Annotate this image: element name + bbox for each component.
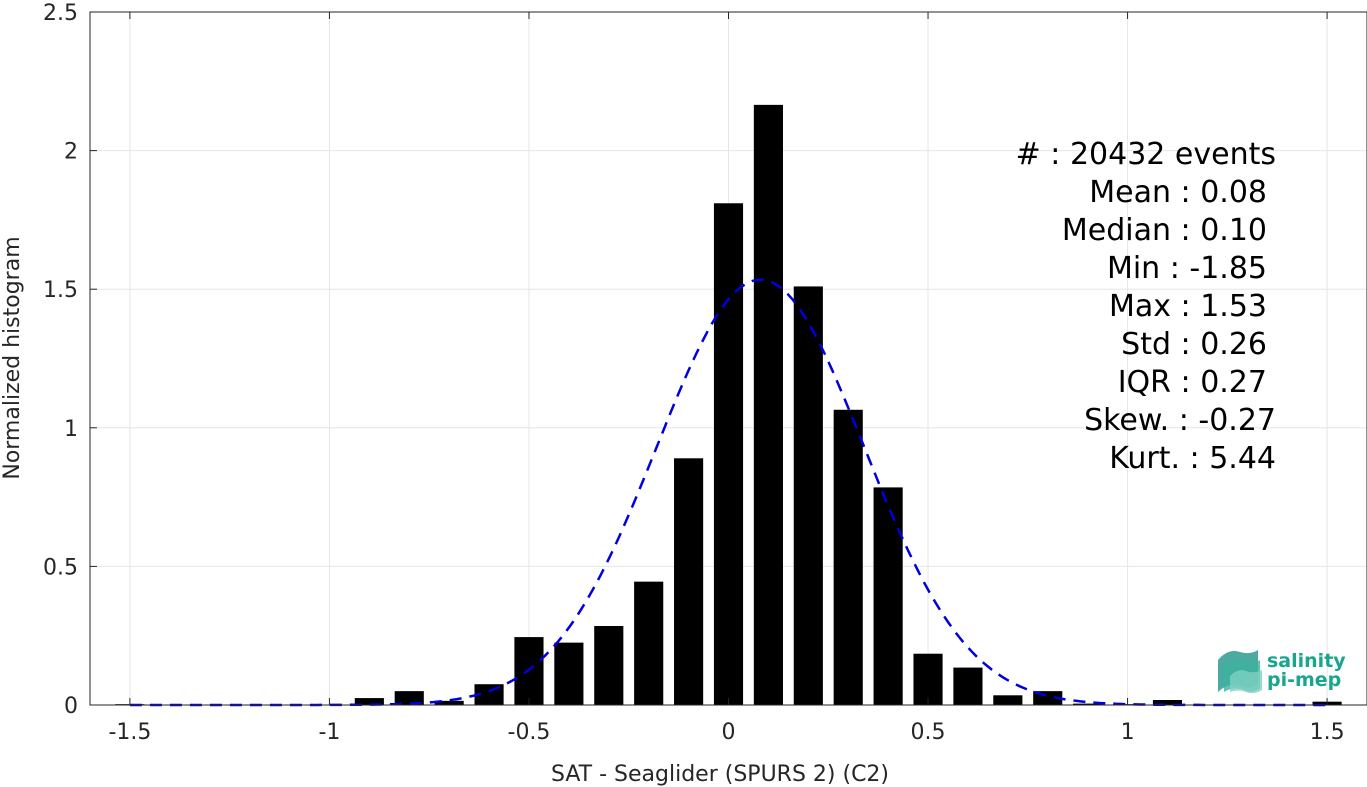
histogram-bar <box>594 625 624 705</box>
x-tick-labels: -1.5 -1 -0.5 0 0.5 1 1.5 <box>108 720 1344 745</box>
histogram-bar <box>634 581 664 705</box>
y-tick-label: 0.5 <box>43 555 78 580</box>
stat-line: Max : 1.53 <box>1109 289 1267 324</box>
axis-ticks <box>90 11 1328 706</box>
histogram-bar <box>554 642 584 705</box>
histogram-bar <box>1073 703 1103 705</box>
x-tick-label: 0.5 <box>911 720 946 745</box>
x-axis-label: SAT - Seaglider (SPURS 2) (C2) <box>551 762 889 787</box>
x-tick-label: -1.5 <box>108 720 151 745</box>
x-tick-label: -1 <box>318 720 340 745</box>
gaussian-fit-line <box>129 278 1328 707</box>
histogram-bar <box>833 409 863 705</box>
x-tick-label: -0.5 <box>508 720 551 745</box>
y-axis-label: Normalized histogram <box>0 236 25 479</box>
histogram-bars <box>115 104 1342 706</box>
stat-line: Kurt. : 5.44 <box>1109 441 1276 476</box>
x-tick-label: 0 <box>722 720 736 745</box>
histogram-bar <box>354 698 384 705</box>
histogram-bar <box>913 653 943 705</box>
y-tick-label: 0 <box>64 694 78 719</box>
histogram-bar <box>674 458 704 705</box>
wave-icon <box>1218 650 1262 694</box>
x-tick-label: 1.5 <box>1310 720 1345 745</box>
stat-line: Skew. : -0.27 <box>1084 403 1276 438</box>
stat-line: # : 20432 events <box>1016 137 1276 172</box>
histogram-bar <box>1152 700 1183 705</box>
stat-line: Min : -1.85 <box>1107 251 1267 286</box>
stat-line: Std : 0.26 <box>1121 327 1267 362</box>
y-tick-label: 1 <box>64 417 78 442</box>
histogram-bar <box>753 104 783 705</box>
histogram-bar <box>394 691 424 705</box>
histogram-bar <box>793 286 823 705</box>
histogram-bar <box>713 203 744 705</box>
logo-line-2: pi-mep <box>1267 669 1341 691</box>
histogram-bar <box>993 695 1023 705</box>
logo-line-1: salinity <box>1267 650 1346 672</box>
y-tick-label: 2.5 <box>43 1 78 26</box>
stat-line: Median : 0.10 <box>1062 213 1267 248</box>
salinity-pi-mep-logo: salinity pi-mep <box>1218 650 1346 694</box>
x-tick-label: 1 <box>1121 720 1135 745</box>
histogram-bar <box>953 667 983 705</box>
histogram-bar <box>873 487 903 705</box>
y-tick-label: 1.5 <box>43 278 78 303</box>
stat-line: IQR : 0.27 <box>1118 365 1267 400</box>
histogram-bar <box>434 700 464 705</box>
y-tick-labels: 0 0.5 1 1.5 2 2.5 <box>43 1 78 719</box>
y-tick-label: 2 <box>64 140 78 165</box>
stat-line: Mean : 0.08 <box>1089 175 1267 210</box>
